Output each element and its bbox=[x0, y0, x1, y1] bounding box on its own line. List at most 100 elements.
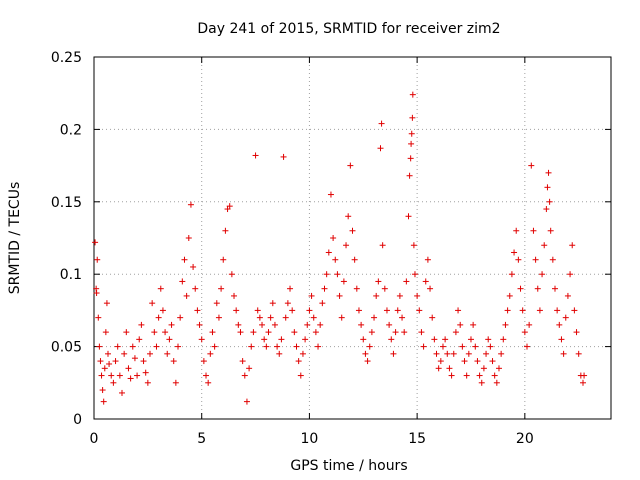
data-point bbox=[579, 379, 586, 386]
data-point bbox=[127, 375, 134, 382]
data-point bbox=[325, 249, 332, 256]
data-point bbox=[442, 336, 449, 343]
data-point bbox=[560, 350, 567, 357]
data-point bbox=[100, 398, 107, 405]
data-point bbox=[190, 263, 197, 270]
data-point bbox=[530, 227, 537, 234]
data-point bbox=[207, 350, 214, 357]
y-tick-labels: 0 0.05 0.1 0.15 0.2 0.25 bbox=[51, 50, 82, 428]
chart-title: Day 241 of 2015, SRMTID for receiver zim… bbox=[197, 21, 500, 37]
data-point bbox=[287, 285, 294, 292]
data-point bbox=[416, 307, 423, 314]
data-point bbox=[411, 271, 418, 278]
data-point bbox=[383, 307, 390, 314]
data-point bbox=[282, 314, 289, 321]
data-point bbox=[256, 314, 263, 321]
data-point bbox=[306, 307, 313, 314]
data-point bbox=[140, 358, 147, 365]
data-point bbox=[532, 256, 539, 263]
data-point bbox=[483, 350, 490, 357]
data-point bbox=[366, 343, 373, 350]
data-point bbox=[327, 191, 334, 198]
data-point bbox=[99, 387, 106, 394]
data-point bbox=[569, 242, 576, 249]
data-point bbox=[528, 162, 535, 169]
x-tick-label: 15 bbox=[408, 431, 426, 447]
data-point bbox=[554, 307, 561, 314]
data-point bbox=[194, 307, 201, 314]
data-point bbox=[114, 343, 121, 350]
data-point bbox=[567, 271, 574, 278]
data-point bbox=[343, 242, 350, 249]
data-point bbox=[444, 350, 451, 357]
data-point bbox=[386, 321, 393, 328]
data-point bbox=[431, 336, 438, 343]
data-point bbox=[168, 321, 175, 328]
data-point bbox=[390, 350, 397, 357]
data-point bbox=[187, 201, 194, 208]
data-point bbox=[151, 329, 158, 336]
data-point bbox=[198, 336, 205, 343]
x-tick-label: 5 bbox=[197, 431, 206, 447]
data-point bbox=[220, 256, 227, 263]
data-point bbox=[312, 329, 319, 336]
axis-ticks bbox=[93, 56, 611, 420]
data-point bbox=[269, 300, 276, 307]
data-point bbox=[116, 372, 123, 379]
data-point bbox=[177, 314, 184, 321]
data-point bbox=[261, 336, 268, 343]
data-point bbox=[545, 169, 552, 176]
data-point bbox=[399, 314, 406, 321]
data-point bbox=[164, 350, 171, 357]
y-tick-label: 0 bbox=[73, 412, 82, 428]
data-point bbox=[271, 321, 278, 328]
data-point bbox=[564, 292, 571, 299]
data-point bbox=[315, 343, 322, 350]
data-point bbox=[157, 285, 164, 292]
data-point bbox=[394, 307, 401, 314]
data-point bbox=[166, 336, 173, 343]
data-point bbox=[110, 379, 117, 386]
data-point bbox=[248, 343, 255, 350]
data-point bbox=[511, 249, 518, 256]
data-point bbox=[408, 140, 415, 147]
y-tick-label: 0.25 bbox=[51, 50, 82, 66]
data-point bbox=[196, 321, 203, 328]
data-point bbox=[323, 271, 330, 278]
data-point bbox=[558, 336, 565, 343]
data-point bbox=[546, 198, 553, 205]
data-point bbox=[351, 256, 358, 263]
data-point bbox=[420, 343, 427, 350]
data-point bbox=[521, 329, 528, 336]
x-tick-label: 20 bbox=[516, 431, 534, 447]
data-point bbox=[345, 213, 352, 220]
y-axis-label: SRMTID / TECUs bbox=[7, 182, 23, 295]
data-point bbox=[388, 336, 395, 343]
data-point bbox=[480, 365, 487, 372]
data-point bbox=[575, 350, 582, 357]
data-point bbox=[125, 365, 132, 372]
data-point bbox=[92, 239, 99, 246]
y-tick-label: 0.2 bbox=[60, 122, 82, 138]
data-point bbox=[123, 329, 130, 336]
data-point bbox=[310, 314, 317, 321]
data-point bbox=[547, 227, 554, 234]
plot-frame bbox=[93, 56, 612, 420]
data-point bbox=[551, 285, 558, 292]
data-point bbox=[181, 256, 188, 263]
data-point bbox=[237, 329, 244, 336]
data-point bbox=[373, 292, 380, 299]
x-tick-label: 10 bbox=[301, 431, 319, 447]
data-point bbox=[478, 379, 485, 386]
data-point bbox=[476, 372, 483, 379]
data-point bbox=[401, 329, 408, 336]
data-point bbox=[362, 350, 369, 357]
data-point bbox=[448, 372, 455, 379]
data-point bbox=[299, 350, 306, 357]
data-point bbox=[414, 292, 421, 299]
data-point bbox=[427, 285, 434, 292]
data-point bbox=[493, 379, 500, 386]
data-point bbox=[213, 300, 220, 307]
data-point bbox=[334, 271, 341, 278]
data-point bbox=[136, 336, 143, 343]
